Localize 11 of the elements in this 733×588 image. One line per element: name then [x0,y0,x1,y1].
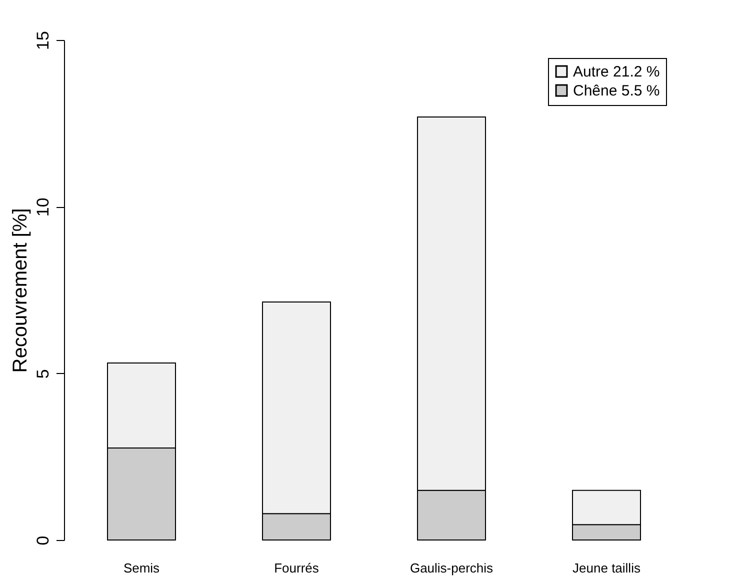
legend-label: Autre 21.2 % [573,64,660,80]
y-tick-label: 5 [34,369,52,379]
y-tick-label: 0 [34,536,52,546]
legend-label: Chêne 5.5 % [573,82,660,100]
y-tick-label: 15 [34,31,52,50]
x-tick-label: Semis [123,560,160,576]
x-tick-label: Jeune taillis [572,560,641,576]
y-tick-label: 10 [34,198,52,217]
x-tick-label: Fourrés [274,560,320,576]
x-tick-label: Gaulis-perchis [410,560,494,576]
y-axis-title: Recouvrement [%] [10,208,32,373]
